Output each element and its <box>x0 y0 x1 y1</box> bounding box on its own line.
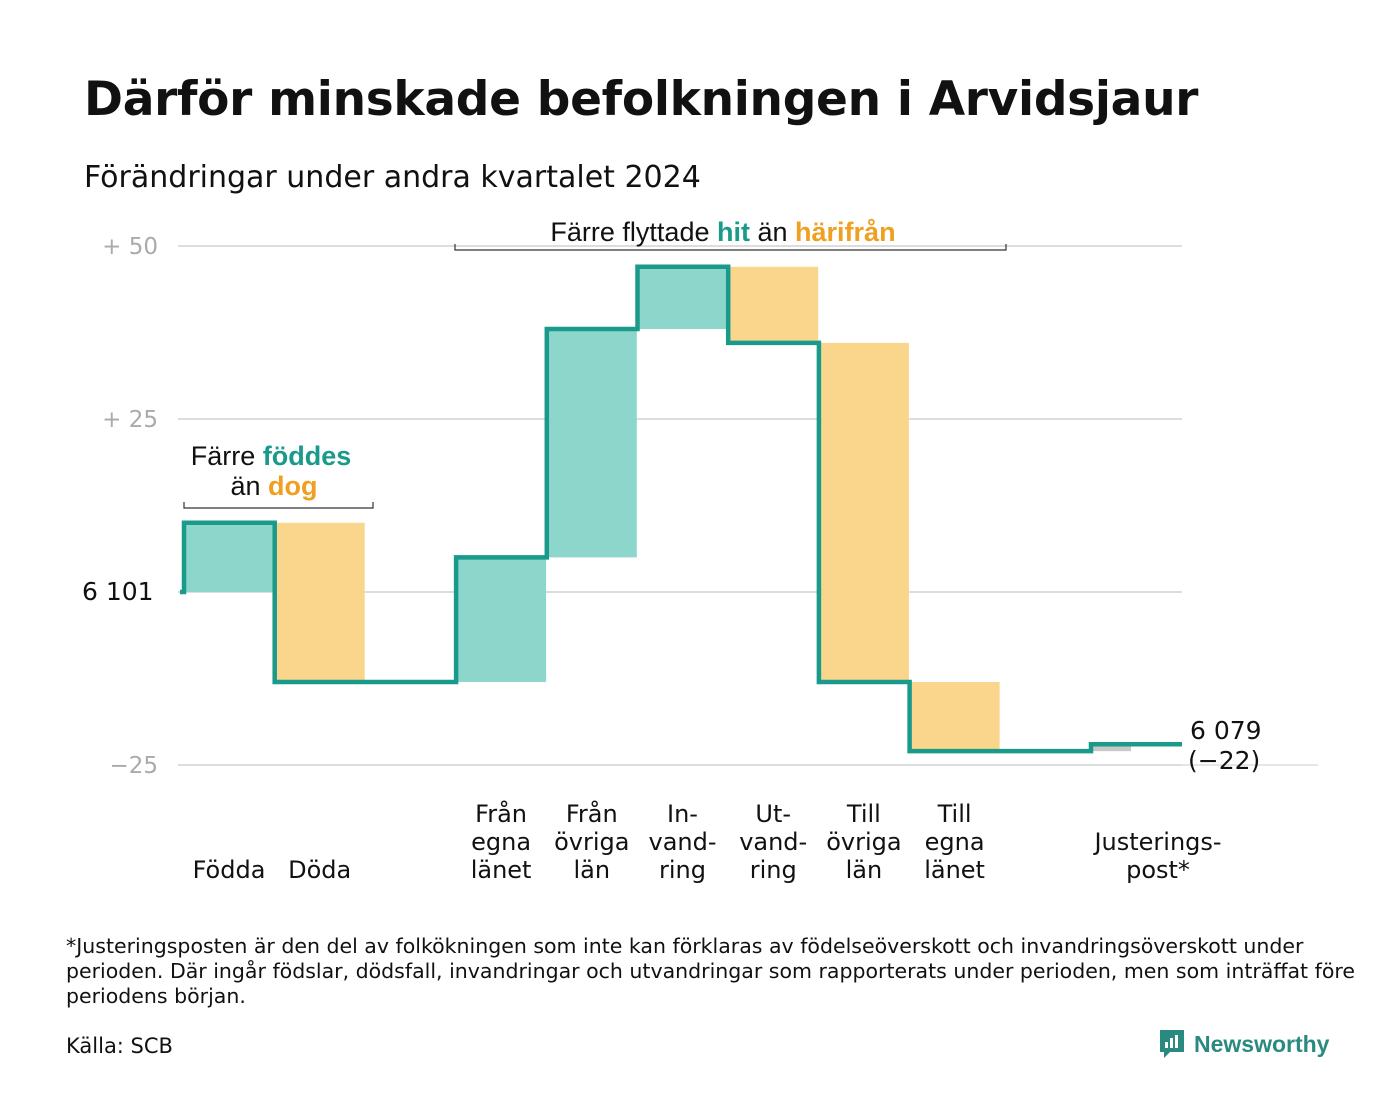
x-label: In- <box>667 800 698 828</box>
moves-annotation: Färre flyttade hit än härifrån <box>454 217 1007 251</box>
footnote: *Justeringsposten är den del av folkökni… <box>66 934 1355 1008</box>
y-tick-label: + 25 <box>102 407 158 433</box>
x-label: Justerings- <box>1092 828 1221 856</box>
x-label: länet <box>924 856 985 884</box>
x-label: län <box>574 856 611 884</box>
x-label: post* <box>1126 856 1190 884</box>
chart-speech-bubble-icon <box>1160 1030 1184 1058</box>
brand-logo[interactable]: Newsworthy <box>1158 1028 1329 1060</box>
moves-ann-text: Färre flyttade <box>550 217 717 247</box>
moves-ann-hit: hit <box>717 217 750 247</box>
bars <box>184 266 1131 752</box>
x-label: ring <box>659 856 706 884</box>
source: Källa: SCB <box>66 1034 173 1058</box>
svg-text:Färre föddes: Färre föddes <box>191 441 352 471</box>
running-total-line <box>180 264 1182 754</box>
x-label: län <box>846 856 883 884</box>
start-value-label: 6 101 <box>82 577 154 606</box>
births-bracket <box>183 502 374 509</box>
x-label: länet <box>471 856 532 884</box>
x-label: egna <box>471 828 531 856</box>
waterfall-chart: + 50+ 25−25 Födda DödaFrånegnalänetFrånöv… <box>82 217 1318 884</box>
bar-5 <box>637 266 728 330</box>
bar-4 <box>546 329 637 558</box>
brand-name: Newsworthy <box>1194 1030 1330 1057</box>
bar-8 <box>909 681 1000 752</box>
births-ann-text: Färre <box>191 441 263 471</box>
x-label: vand- <box>648 828 716 856</box>
y-tick-label: + 50 <box>102 234 158 260</box>
x-label: Från <box>475 799 527 828</box>
x-label: Till <box>846 800 881 828</box>
end-value-label: 6 079 <box>1190 716 1262 745</box>
moves-bracket <box>454 244 1007 251</box>
x-label: vand- <box>739 828 807 856</box>
births-annotation: Färre föddes än dog <box>183 441 374 509</box>
bar-3 <box>456 557 547 682</box>
x-label: övriga <box>826 828 901 856</box>
x-label: Till <box>937 800 972 828</box>
births-ann-text-2: än <box>230 471 268 501</box>
bar-1 <box>274 522 365 682</box>
bar-7 <box>818 342 909 682</box>
svg-text:än dog: än dog <box>230 471 317 501</box>
x-label: Ut- <box>755 800 791 828</box>
x-label: Döda <box>288 856 351 884</box>
births-ann-hit: föddes <box>263 441 352 471</box>
bar-0 <box>184 522 274 592</box>
births-ann-away: dog <box>268 471 317 501</box>
grid-lines <box>178 245 1318 766</box>
svg-text:Färre flyttade hit än härifrån: Färre flyttade hit än härifrån <box>550 217 895 247</box>
y-tick-label: −25 <box>109 753 158 779</box>
moves-ann-text-2: än <box>750 217 795 247</box>
x-label: egna <box>925 828 985 856</box>
chart-title: Därför minskade befolkningen i Arvidsjau… <box>84 72 1199 127</box>
x-label: Från <box>566 799 618 828</box>
x-label: Födda <box>193 856 266 884</box>
end-change-label: (−22) <box>1188 746 1260 775</box>
chart-subtitle: Förändringar under andra kvartalet 2024 <box>84 160 701 195</box>
x-axis-labels: Födda DödaFrånegnalänetFrånövrigalänIn-va… <box>193 799 1222 884</box>
x-label: övriga <box>554 828 629 856</box>
y-axis-ticks: + 50 + 25 −25 <box>102 234 158 779</box>
bar-6 <box>728 266 819 343</box>
x-label: ring <box>750 856 797 884</box>
moves-ann-away: härifrån <box>795 217 896 247</box>
bar-10 <box>1091 744 1131 752</box>
